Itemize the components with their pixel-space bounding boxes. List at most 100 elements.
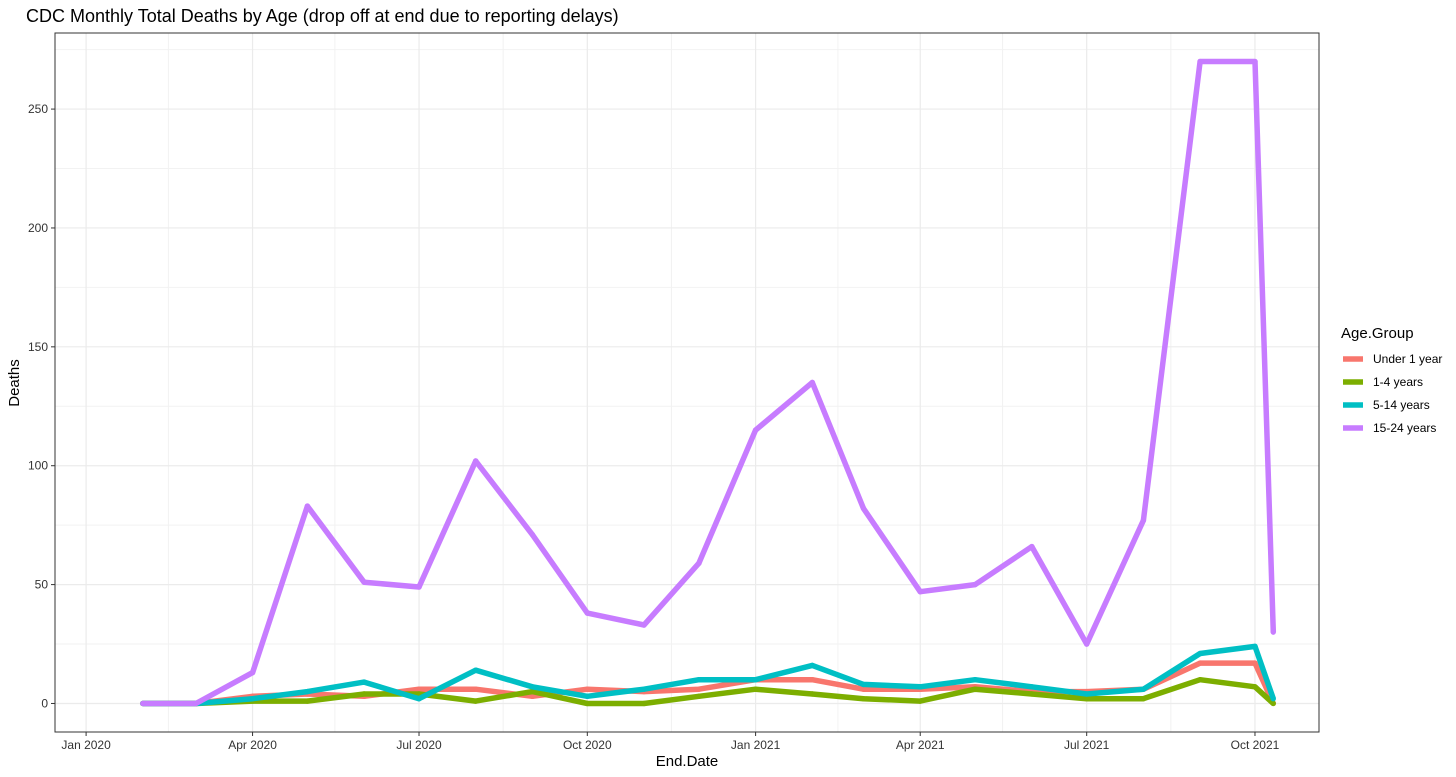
data-point-3-8 — [584, 610, 591, 616]
data-point-3-11 — [752, 427, 759, 433]
legend-label-3: 15-24 years — [1373, 421, 1436, 435]
data-point-3-18 — [1140, 517, 1147, 524]
x-tick-label-5: Apr 2021 — [896, 738, 945, 752]
y-axis: 0 50 100 150 200 250 — [28, 102, 55, 710]
legend-label-2: 5-14 years — [1373, 398, 1430, 412]
data-point-0-10 — [696, 686, 702, 692]
legend-title: Age.Group — [1341, 325, 1414, 342]
legend-items: Under 1 year 1-4 years 5-14 years 15-24 yea… — [1343, 352, 1442, 435]
data-point-3-3 — [304, 503, 311, 509]
y-tick-label-2: 100 — [28, 459, 48, 473]
data-point-0-8 — [584, 686, 591, 692]
data-point-1-15 — [972, 686, 978, 692]
x-tick-label-7: Oct 2021 — [1231, 738, 1280, 752]
minor-grid — [55, 33, 1319, 732]
x-tick-label-1: Apr 2020 — [228, 738, 277, 752]
data-point-1-18 — [1140, 696, 1147, 702]
data-point-2-16 — [1029, 684, 1035, 690]
data-point-0-6 — [473, 686, 479, 692]
data-point-2-7 — [529, 684, 536, 690]
y-tick-label-5: 250 — [28, 102, 48, 116]
plot-panel — [54, 32, 1320, 733]
x-tick-label-6: Jul 2021 — [1064, 738, 1110, 752]
data-point-3-9 — [641, 622, 647, 628]
y-tick-label-4: 200 — [28, 221, 48, 235]
data-point-2-13 — [860, 681, 867, 688]
legend-label-1: 1-4 years — [1373, 375, 1423, 389]
data-point-3-20 — [1252, 58, 1258, 65]
data-point-2-3 — [304, 688, 311, 695]
series-line-3 — [142, 58, 1277, 707]
data-point-2-4 — [361, 679, 367, 685]
data-point-1-14 — [917, 698, 923, 704]
data-point-3-1 — [193, 700, 199, 707]
data-point-3-17 — [1083, 641, 1090, 647]
x-axis: Jan 2020 Apr 2020 Jul 2020 Oct 2020 Jan 2021… — [61, 732, 1280, 752]
data-point-3-14 — [917, 589, 923, 595]
data-point-0-7 — [529, 693, 536, 700]
data-point-2-6 — [473, 667, 479, 673]
data-point-3-6 — [473, 458, 479, 464]
data-point-2-18 — [1140, 686, 1147, 692]
legend-label-0: Under 1 year — [1373, 352, 1442, 366]
data-point-0-19 — [1197, 660, 1203, 666]
data-point-1-3 — [304, 698, 311, 704]
data-point-1-12 — [809, 691, 816, 697]
y-tick-label-3: 150 — [28, 340, 48, 354]
data-point-2-20 — [1252, 643, 1258, 650]
data-point-3-21 — [1270, 629, 1276, 635]
data-point-2-10 — [696, 676, 702, 683]
chart-title: CDC Monthly Total Deaths by Age (drop of… — [26, 6, 619, 26]
data-point-1-10 — [696, 693, 702, 700]
data-point-1-7 — [529, 688, 536, 695]
panel-border — [54, 32, 1320, 733]
data-point-1-4 — [361, 691, 367, 697]
data-point-3-12 — [809, 379, 816, 386]
data-point-0-13 — [860, 686, 867, 692]
y-tick-label-0: 0 — [41, 696, 48, 710]
data-point-1-19 — [1197, 676, 1203, 683]
data-point-3-5 — [416, 584, 422, 590]
series-lines — [140, 58, 1277, 707]
data-point-1-6 — [473, 698, 479, 704]
data-point-3-4 — [361, 579, 367, 585]
data-point-2-11 — [752, 676, 759, 683]
data-point-1-17 — [1083, 696, 1090, 702]
data-point-2-5 — [416, 696, 422, 702]
data-point-2-8 — [584, 693, 591, 700]
data-point-3-13 — [860, 505, 867, 512]
data-point-2-2 — [249, 696, 256, 702]
panel-background — [55, 33, 1319, 732]
data-point-2-17 — [1083, 691, 1090, 697]
data-point-2-21 — [1270, 696, 1276, 702]
data-point-1-11 — [752, 686, 759, 692]
data-point-2-19 — [1197, 650, 1203, 657]
data-point-2-14 — [917, 684, 923, 690]
x-tick-label-0: Jan 2020 — [61, 738, 111, 752]
data-point-3-2 — [249, 669, 256, 676]
data-point-3-15 — [972, 581, 978, 588]
data-point-2-15 — [972, 676, 978, 683]
data-point-1-20 — [1252, 684, 1258, 690]
data-point-3-19 — [1197, 58, 1203, 65]
data-point-1-13 — [860, 696, 867, 702]
data-point-2-12 — [809, 662, 816, 669]
data-point-3-0 — [140, 700, 146, 707]
data-point-3-7 — [529, 531, 536, 538]
x-tick-label-4: Jan 2021 — [731, 738, 781, 752]
data-point-1-9 — [641, 700, 647, 707]
data-point-2-9 — [641, 686, 647, 692]
series-line-2 — [142, 643, 1276, 707]
series-line-1 — [142, 676, 1276, 707]
data-point-1-21 — [1270, 700, 1276, 707]
x-tick-label-2: Jul 2020 — [396, 738, 442, 752]
data-point-1-16 — [1029, 691, 1035, 697]
x-axis-title: End.Date — [656, 753, 719, 770]
x-tick-label-3: Oct 2020 — [563, 738, 612, 752]
data-point-3-16 — [1029, 543, 1035, 550]
y-tick-label-1: 50 — [35, 578, 49, 592]
data-point-3-10 — [696, 560, 702, 566]
data-point-1-8 — [584, 700, 591, 707]
data-point-0-5 — [416, 686, 422, 692]
